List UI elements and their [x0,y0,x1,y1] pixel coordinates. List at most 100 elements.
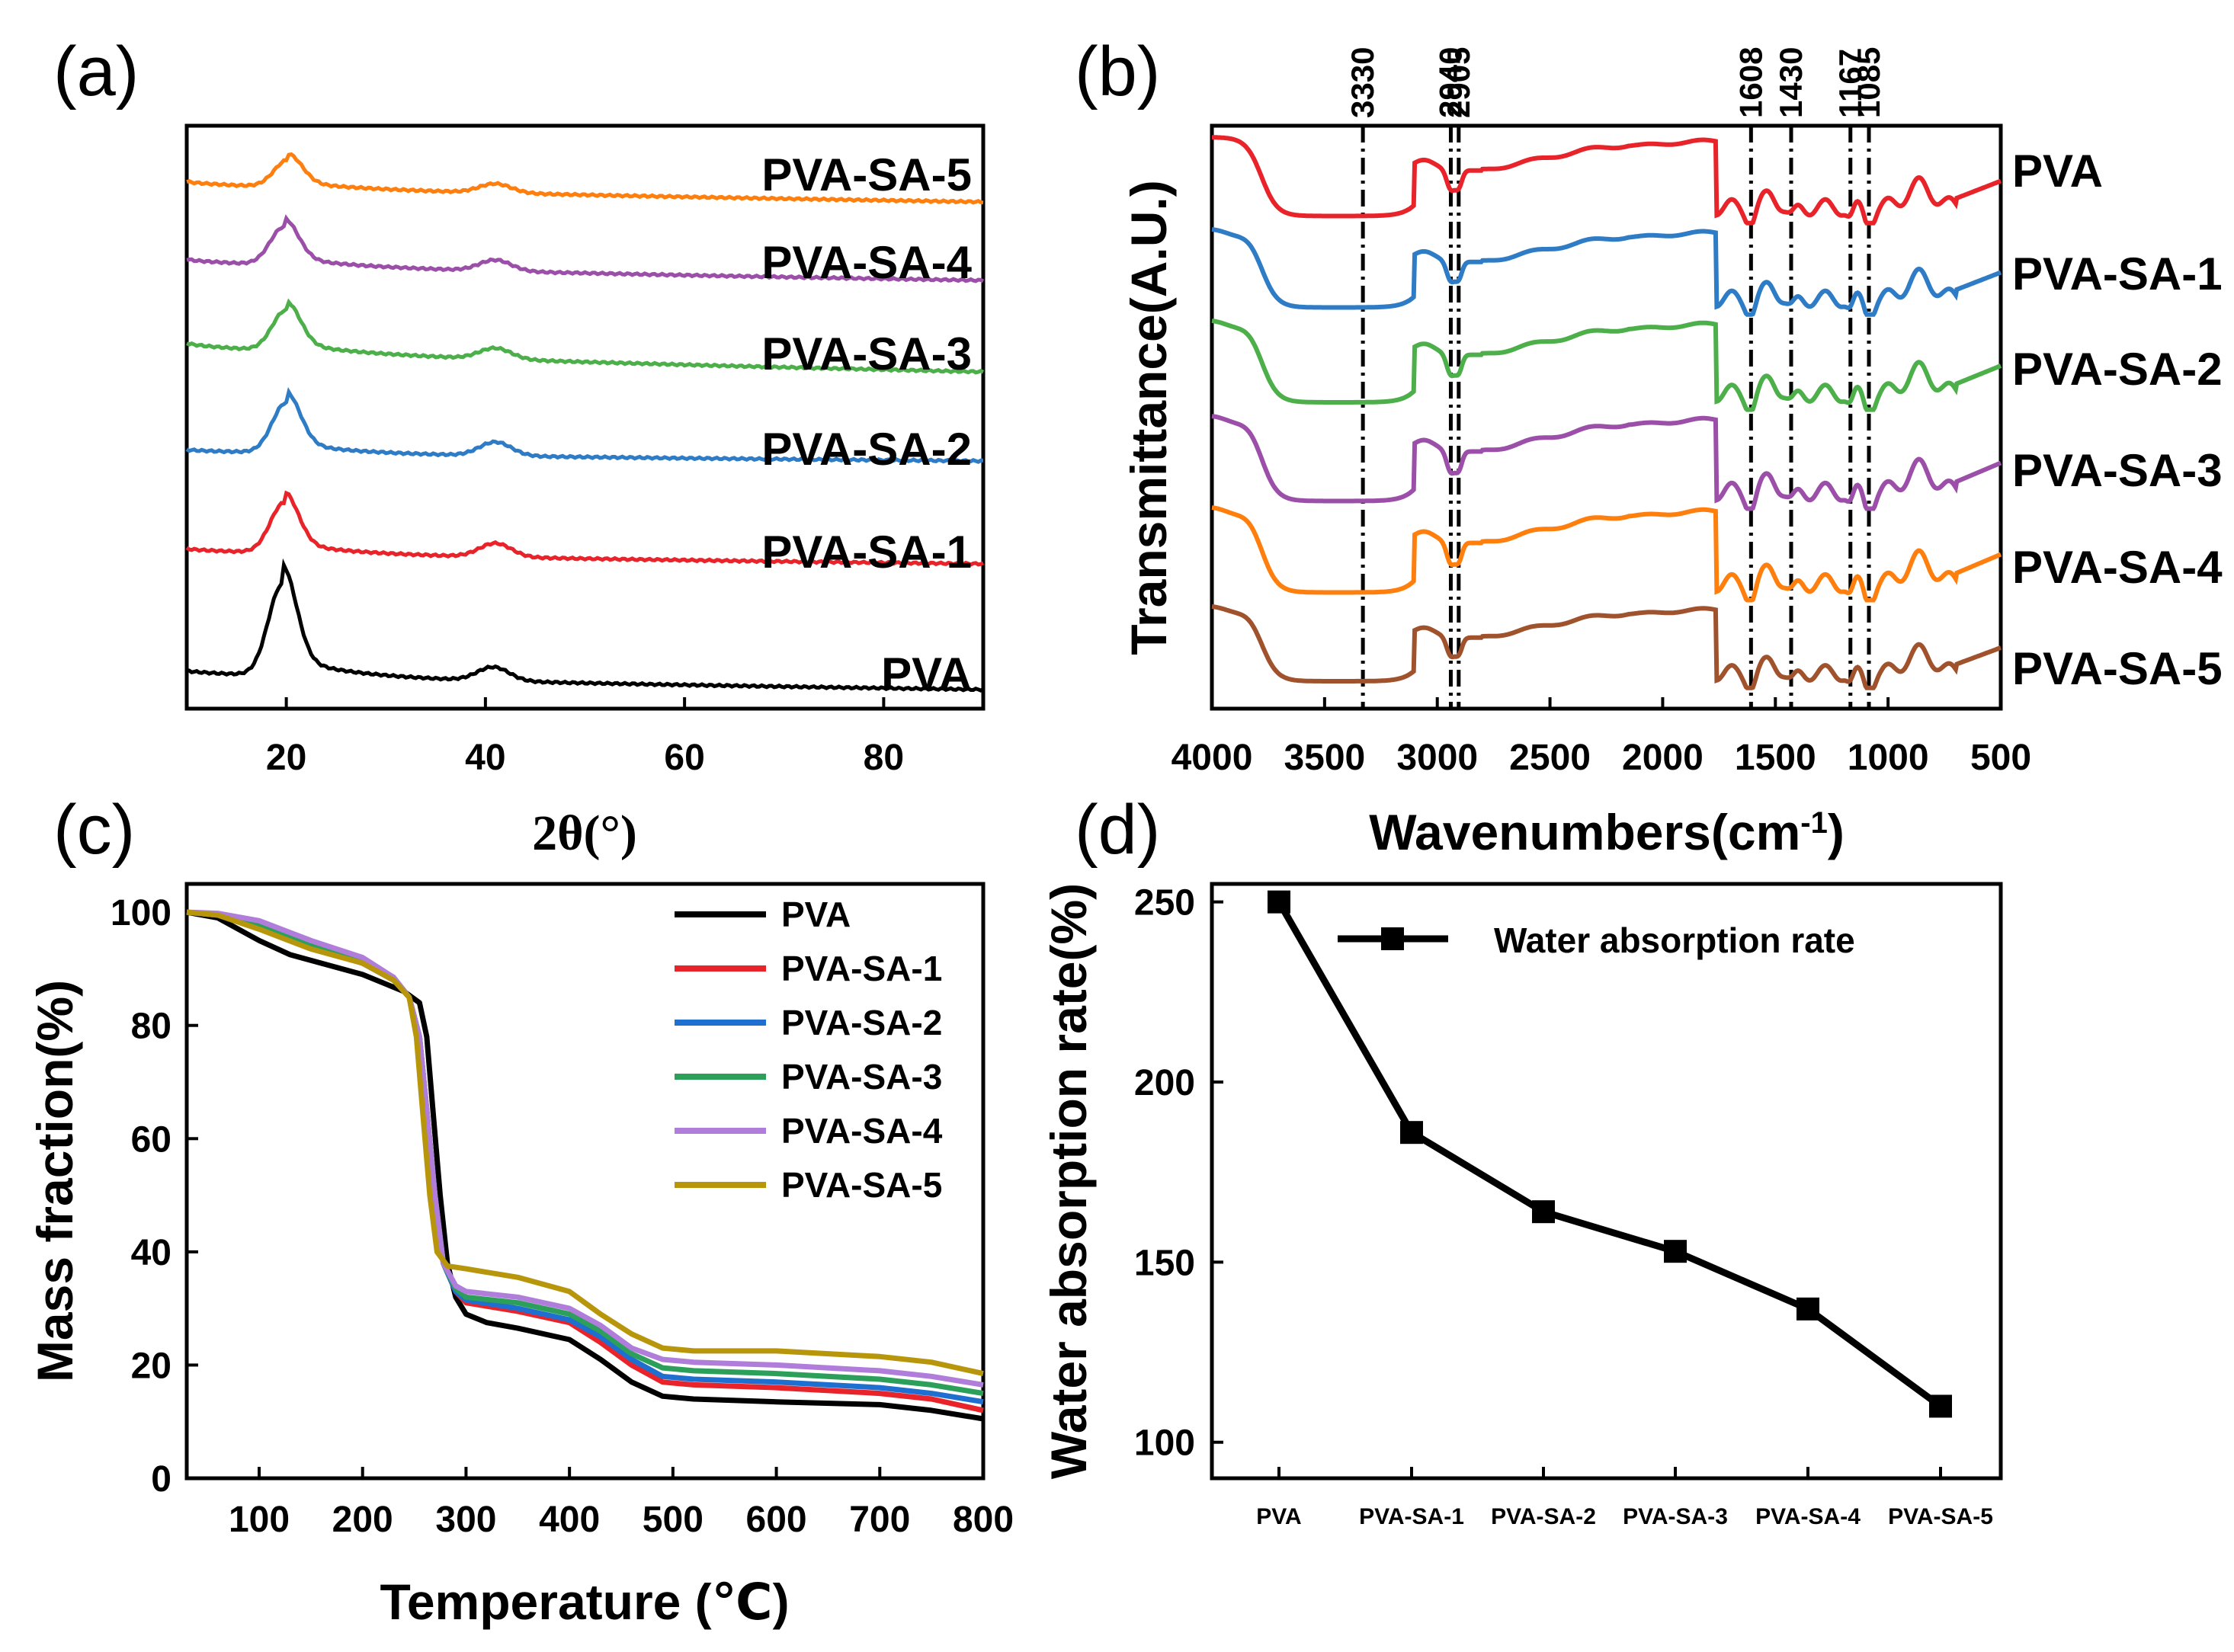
panel-b-x-title-main: Wavenumbers(cm [1369,804,1800,860]
panel-d-x-ticks: PVA PVA-SA-1 PVA-SA-2 PVA-SA-3 PVA-SA-4 PVA-S… [1256,1467,1993,1529]
xrd-curve-pva-sa-3 [186,298,985,375]
panel-b-x-title-sup: -1 [1800,806,1828,840]
ftir-ref-label-2940: 2940 [1432,47,1468,118]
panel-b-x-title-end: ) [1828,804,1845,860]
tga-y-tick-label: 60 [131,1119,171,1160]
panel-a-x-axis-title: 2θ(°) [532,805,637,861]
water-point-pva-sa-3 [1664,1240,1687,1263]
xrd-x-tick-label: 60 [664,738,704,778]
tga-y-tick-label: 20 [131,1346,171,1386]
tga-x-tick-label: 500 [643,1500,704,1540]
xrd-curve-pva [186,558,985,693]
ftir-label-pva-sa-3: PVA-SA-3 [2012,445,2223,496]
water-line [1276,900,1943,1410]
water-point-pva [1268,890,1290,914]
panel-a-xrd: (a) PVAPVA-SA-1PVA-SA-2PVA-SA-3PVA-SA-4P… [53,33,986,861]
ftir-curve-pva-sa-5 [1211,603,2002,690]
water-x-tick-label-pva-sa-5: PVA-SA-5 [1888,1504,1993,1529]
panel-d-water-absorption: (d) Water absorption rate(%) 100 150 200 25… [1040,791,2003,1529]
xrd-x-tick-label: 40 [465,738,505,778]
ftir-curve-pva-sa-1 [1211,227,2002,317]
water-y-tick-label: 100 [1134,1423,1195,1464]
xrd-curve-pva-sa-4 [186,214,985,283]
panel-c-curves [186,909,984,1422]
panel-a-label: (a) [53,33,139,110]
tga-legend-label-pva-sa-3: PVA-SA-3 [781,1057,942,1097]
xrd-x-tick-label: 20 [266,738,306,778]
water-y-tick-label: 200 [1134,1063,1195,1103]
water-x-tick-label-pva-sa-2: PVA-SA-2 [1491,1504,1596,1529]
xrd-label-pva-sa-1: PVA-SA-1 [761,527,972,578]
ftir-label-pva-sa-2: PVA-SA-2 [2012,344,2223,395]
tga-legend-label-pva-sa-2: PVA-SA-2 [781,1003,942,1042]
water-x-tick-label-pva-sa-1: PVA-SA-1 [1359,1504,1464,1529]
tga-curve-pva-sa-5 [186,909,984,1377]
panel-d-y-ticks: 100 150 200 250 [1134,883,1223,1464]
ftir-curve-pva-sa-4 [1211,505,2002,603]
water-y-tick-label: 250 [1134,883,1195,924]
tga-x-tick-label: 800 [953,1500,1014,1540]
tga-legend-label-pva-sa-4: PVA-SA-4 [781,1111,943,1151]
panel-d-label: (d) [1075,791,1160,869]
panel-b-series-labels: PVA PVA-SA-1 PVA-SA-2 PVA-SA-3 PVA-SA-4 PVA-S… [2012,146,2223,694]
water-legend-marker [1381,927,1404,950]
panel-b-x-axis-title: Wavenumbers(cm-1) [1369,804,1845,860]
tga-legend-label-pva: PVA [781,895,851,934]
xrd-curve-pva-sa-1 [185,490,985,567]
panel-a-x-ticks: 20 40 60 80 [266,697,904,778]
xrd-curve-pva-sa-5 [186,152,984,205]
water-point-pva-sa-2 [1532,1200,1555,1224]
tga-y-tick-label: 100 [111,893,171,933]
water-point-pva-sa-4 [1796,1297,1819,1321]
panel-c-label: (c) [53,791,135,869]
water-x-tick-label-pva: PVA [1256,1504,1301,1529]
tga-legend-label-pva-sa-5: PVA-SA-5 [781,1165,942,1205]
water-point-pva-sa-5 [1929,1394,1952,1418]
ftir-curve-pva-sa-3 [1211,414,2002,511]
ftir-x-tick-label: 3500 [1284,738,1365,778]
panel-a-curves [185,152,985,693]
tga-x-tick-label: 100 [229,1500,290,1540]
panel-a-series-labels: PVA PVA-SA-1 PVA-SA-2 PVA-SA-3 PVA-SA-4 PVA-S… [761,149,972,700]
ftir-ref-label-1167: 1167 [1832,49,1868,118]
ftir-x-tick-label: 2500 [1509,738,1591,778]
water-legend-label: Water absorption rate [1494,920,1855,960]
tga-x-tick-label: 700 [849,1500,910,1540]
panel-c-frame [184,882,986,1481]
ftir-x-tick-label: 2000 [1622,738,1704,778]
xrd-label-pva: PVA [881,648,972,700]
ftir-label-pva-sa-1: PVA-SA-1 [2012,248,2223,299]
panel-c-x-axis-title: Temperature (℃) [380,1574,789,1630]
panel-d-y-axis-title: Water absorption rate(%) [1040,883,1097,1479]
panel-d-series [1268,890,1952,1418]
ftir-ref-label-1085: 1085 [1851,47,1886,118]
xrd-label-pva-sa-4: PVA-SA-4 [761,237,972,288]
tga-curve-pva-sa-4 [186,909,984,1388]
ftir-x-tick-label: 4000 [1171,738,1253,778]
ftir-label-pva: PVA [2012,146,2103,197]
xrd-curve-pva-sa-2 [185,386,984,464]
panel-c-x-ticks: 100 200 300 400 500 600 700 800 [229,1467,1014,1540]
ftir-ref-label-1608: 1608 [1732,47,1768,118]
ftir-x-tick-label: 500 [1970,738,2031,778]
tga-x-tick-label: 300 [435,1500,496,1540]
ftir-ref-label-2905: 2905 [1441,47,1476,118]
tga-y-tick-label: 40 [131,1233,171,1273]
panel-b-y-axis-title: Transmittance(A.U.) [1120,180,1177,655]
ftir-ref-label-1430: 1430 [1773,47,1809,118]
panel-b-label: (b) [1075,33,1160,110]
water-point-pva-sa-1 [1400,1121,1423,1145]
tga-x-tick-label: 200 [332,1500,393,1540]
panel-a-frame [184,123,986,711]
ftir-x-tick-label: 1500 [1735,738,1816,778]
panel-d-legend: Water absorption rate [1338,920,1855,960]
panel-c-y-axis-title: Mass fraction(%) [27,980,83,1382]
tga-y-tick-label: 0 [151,1459,171,1500]
xrd-x-tick-label: 80 [864,738,904,778]
ftir-curve-pva [1212,135,2002,226]
xrd-label-pva-sa-5: PVA-SA-5 [761,149,972,200]
ftir-label-pva-sa-5: PVA-SA-5 [2012,643,2223,694]
panel-b-frame [1210,123,2003,711]
